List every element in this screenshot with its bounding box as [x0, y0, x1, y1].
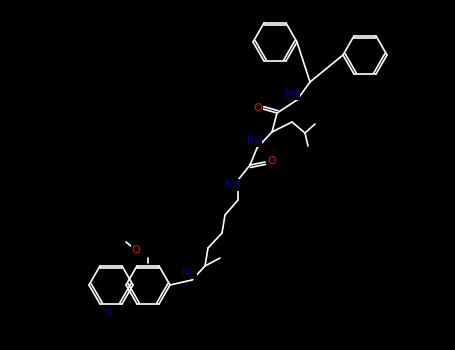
Text: O: O: [131, 245, 141, 255]
Text: N: N: [104, 308, 112, 318]
Text: O: O: [268, 156, 276, 166]
Text: O: O: [253, 103, 263, 113]
Text: NH: NH: [182, 268, 197, 278]
Text: NH: NH: [247, 136, 261, 146]
Text: NH: NH: [225, 180, 239, 190]
Text: NH: NH: [285, 89, 299, 99]
